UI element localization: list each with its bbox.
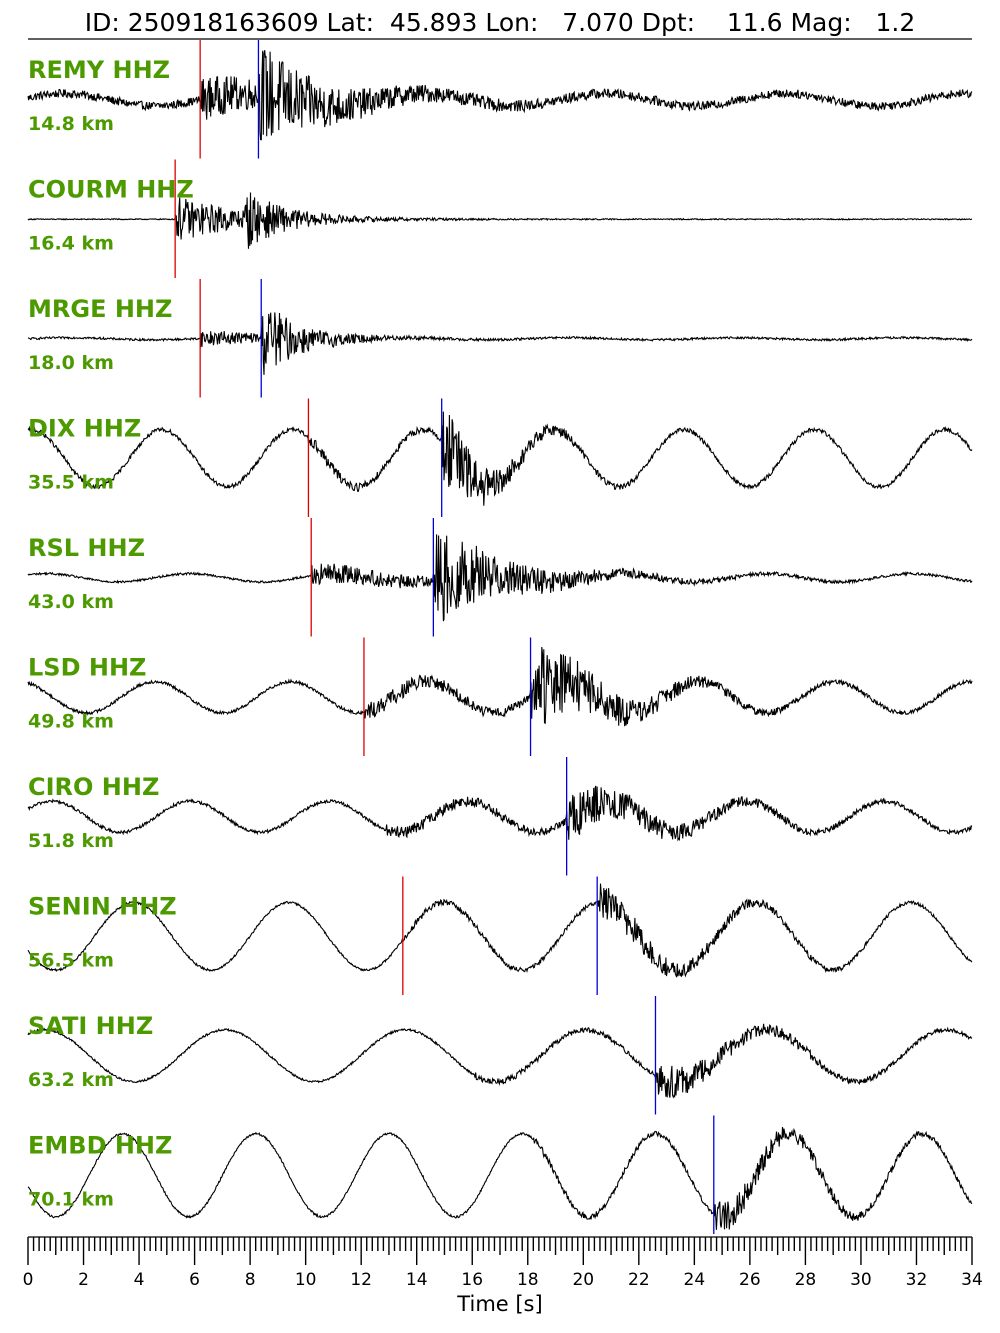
distance-label-9: 70.1 km <box>28 1189 114 1211</box>
distance-label-1: 16.4 km <box>28 233 114 255</box>
x-tick-label: 4 <box>134 1270 145 1290</box>
distance-label-6: 51.8 km <box>28 830 114 852</box>
x-tick-label: 2 <box>78 1270 89 1290</box>
x-tick-label: 10 <box>295 1270 317 1290</box>
distance-label-0: 14.8 km <box>28 113 114 135</box>
station-label-4: RSL HHZ <box>28 534 145 562</box>
trace-5: LSD HHZ 49.8 km <box>27 637 973 756</box>
station-label-8: SATI HHZ <box>28 1012 153 1040</box>
time-axis: 0 2 4 6 8 10 12 14 16 18 20 22 24 26 28 30 32 34 <box>23 1236 983 1290</box>
x-tick-label: 14 <box>406 1270 428 1290</box>
waveform-5 <box>27 646 973 727</box>
station-label-1: COURM HHZ <box>28 176 194 204</box>
station-label-7: SENIN HHZ <box>28 893 177 921</box>
station-label-5: LSD HHZ <box>28 654 146 682</box>
waveform-4 <box>27 534 973 622</box>
trace-7: SENIN HHZ 56.5 km <box>27 876 973 995</box>
distance-label-7: 56.5 km <box>28 950 114 972</box>
x-tick-label: 20 <box>572 1270 594 1290</box>
trace-8: SATI HHZ 63.2 km <box>27 996 973 1115</box>
waveform-7 <box>27 883 973 978</box>
x-tick-label: 26 <box>739 1270 761 1290</box>
trace-1: COURM HHZ 16.4 km <box>27 159 973 278</box>
x-tick-label: 28 <box>795 1270 817 1290</box>
waveform-3 <box>27 411 973 506</box>
x-tick-label: 6 <box>189 1270 200 1290</box>
trace-panels: REMY HHZ 14.8 km COURM HHZ 16.4 km MRGE HHZ 1… <box>27 40 973 1234</box>
distance-label-5: 49.8 km <box>28 711 114 733</box>
x-axis-label: Time [s] <box>456 1292 542 1316</box>
station-label-0: REMY HHZ <box>28 56 170 84</box>
station-label-2: MRGE HHZ <box>28 295 172 323</box>
station-label-9: EMBD HHZ <box>28 1132 172 1160</box>
x-tick-label: 12 <box>350 1270 372 1290</box>
x-tick-label: 18 <box>517 1270 539 1290</box>
x-tick-label: 16 <box>461 1270 483 1290</box>
waveform-1 <box>27 192 973 249</box>
waveform-2 <box>28 312 973 375</box>
x-tick-label: 34 <box>961 1270 983 1290</box>
x-tick-label: 0 <box>23 1270 34 1290</box>
trace-9: EMBD HHZ 70.1 km <box>27 1115 973 1234</box>
station-label-6: CIRO HHZ <box>28 773 159 801</box>
x-tick-label: 24 <box>684 1270 706 1290</box>
station-label-3: DIX HHZ <box>28 415 141 443</box>
trace-4: RSL HHZ 43.0 km <box>27 518 973 637</box>
x-tick-label: 22 <box>628 1270 650 1290</box>
x-tick-label: 30 <box>850 1270 872 1290</box>
waveform-9 <box>27 1126 973 1230</box>
plot-title: ID: 250918163609 Lat: 45.893 Lon: 7.070 … <box>85 8 916 37</box>
distance-label-3: 35.5 km <box>28 472 114 494</box>
x-tick-label: 8 <box>245 1270 256 1290</box>
distance-label-8: 63.2 km <box>28 1069 114 1091</box>
waveform-8 <box>27 1023 973 1099</box>
waveform-0 <box>27 50 973 141</box>
distance-label-2: 18.0 km <box>28 352 114 374</box>
x-tick-label: 32 <box>906 1270 928 1290</box>
trace-3: DIX HHZ 35.5 km <box>27 398 973 517</box>
distance-label-4: 43.0 km <box>28 591 114 613</box>
waveform-6 <box>27 785 973 842</box>
trace-2: MRGE HHZ 18.0 km <box>28 279 973 398</box>
trace-0: REMY HHZ 14.8 km <box>27 40 973 159</box>
trace-6: CIRO HHZ 51.8 km <box>27 757 973 876</box>
